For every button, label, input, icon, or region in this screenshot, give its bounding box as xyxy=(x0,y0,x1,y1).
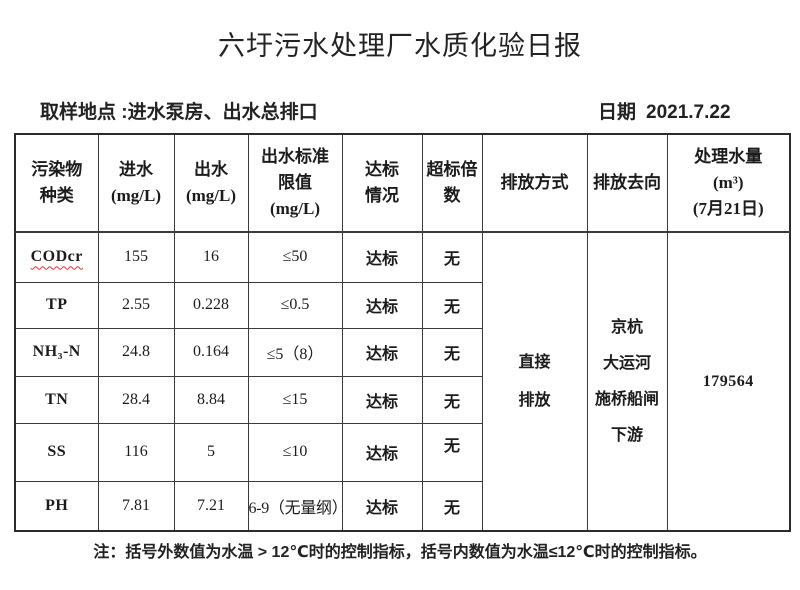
cell-outflow: 7.21 xyxy=(173,480,249,532)
cell-outflow: 16 xyxy=(173,231,249,283)
cell-inflow: 2.55 xyxy=(97,281,175,329)
cell-pollutant: PH xyxy=(14,480,99,532)
cell-inflow: 116 xyxy=(97,422,175,482)
cell-inflow: 28.4 xyxy=(97,375,175,424)
cell-outflow: 8.84 xyxy=(173,375,249,424)
table-row-nh3n: NH₃-N 24.8 0.164 ≤5（8） 达标 无 xyxy=(14,327,790,377)
cell-pollutant: SS xyxy=(14,422,99,482)
water-quality-table: 污染物 种类 进水 (mg/L) 出水 (mg/L) 出水标准 限值 (mg/L… xyxy=(14,133,791,532)
cell-status: 达标 xyxy=(341,422,423,482)
cell-limit: ≤10 xyxy=(247,422,343,482)
cell-exceed: 无 xyxy=(421,327,483,377)
date-label: 日期 xyxy=(598,102,637,123)
cell-status: 达标 xyxy=(341,375,423,424)
cell-limit: ≤15 xyxy=(247,375,343,424)
cell-limit: ≤0.5 xyxy=(247,281,343,329)
cell-limit: ≤5（8） xyxy=(247,327,343,377)
cell-inflow: 24.8 xyxy=(97,327,175,377)
header-row: 污染物 种类 进水 (mg/L) 出水 (mg/L) 出水标准 限值 (mg/L… xyxy=(14,133,791,233)
table-row-ss: SS 116 5 ≤10 达标 无 xyxy=(14,422,790,482)
header-discharge-method: 排放方式 xyxy=(481,133,588,233)
cell-pollutant: TP xyxy=(14,281,99,329)
cell-inflow: 7.81 xyxy=(97,480,175,532)
header-limit: 出水标准 限值 (mg/L) xyxy=(247,133,343,233)
cell-pollutant: TN xyxy=(14,375,99,424)
meta-row: 取样地点 :进水泵房、出水总排口 日期 2021.7.22 xyxy=(0,97,800,124)
cell-exceed: 无 xyxy=(421,480,483,532)
header-inflow: 进水 (mg/L) xyxy=(97,133,175,233)
cell-outflow: 0.228 xyxy=(173,281,249,329)
cell-status: 达标 xyxy=(341,231,423,283)
cell-status: 达标 xyxy=(341,281,423,329)
cell-status: 达标 xyxy=(341,480,423,532)
table-row-codcr: CODcr 155 16 ≤50 达标 无 直接 排放 京杭 大运河 施桥船闸 … xyxy=(14,231,791,532)
header-exceed: 超标倍 数 xyxy=(421,133,483,233)
cell-outflow: 0.164 xyxy=(173,327,249,377)
table-row-tp: TP 2.55 0.228 ≤0.5 达标 无 xyxy=(14,281,790,329)
table-row-tn: TN 28.4 8.84 ≤15 达标 无 xyxy=(14,375,790,424)
cell-limit: 6-9（无量纲） xyxy=(247,480,343,532)
cell-status: 达标 xyxy=(341,327,423,377)
pollutant-label: CODcr xyxy=(30,248,83,266)
header-outflow: 出水 (mg/L) xyxy=(173,133,249,233)
cell-limit: ≤50 xyxy=(247,231,343,283)
cell-treated-volume: 179564 xyxy=(666,231,791,532)
cell-inflow: 155 xyxy=(97,231,175,283)
cell-pollutant: CODcr xyxy=(14,231,99,283)
cell-outflow: 5 xyxy=(173,422,249,482)
header-status: 达标 情况 xyxy=(341,133,423,233)
cell-pollutant: NH₃-N xyxy=(14,327,99,377)
cell-discharge-destination: 京杭 大运河 施桥船闸 下游 xyxy=(586,231,668,532)
cell-exceed: 无 xyxy=(421,281,483,329)
cell-exceed: 无 xyxy=(421,422,483,482)
header-pollutant: 污染物 种类 xyxy=(14,133,99,233)
report-date: 日期 2021.7.22 xyxy=(598,97,731,124)
cell-exceed: 无 xyxy=(421,375,483,424)
page-title: 六圩污水处理厂水质化验日报 xyxy=(218,31,582,61)
footnote: 注：括号外数值为水温 > 12℃时的控制指标，括号内数值为水温≤12℃时的控制指… xyxy=(93,544,707,561)
cell-discharge-method: 直接 排放 xyxy=(481,231,588,532)
date-value: 2021.7.22 xyxy=(646,102,731,123)
sampling-location: 取样地点 :进水泵房、出水总排口 xyxy=(40,102,318,123)
table-row-ph: PH 7.81 7.21 6-9（无量纲） 达标 无 xyxy=(14,480,790,532)
cell-exceed: 无 xyxy=(421,231,483,283)
header-treated-volume: 处理水量 (m³) (7月21日) xyxy=(666,133,791,233)
header-discharge-destination: 排放去向 xyxy=(586,133,668,233)
